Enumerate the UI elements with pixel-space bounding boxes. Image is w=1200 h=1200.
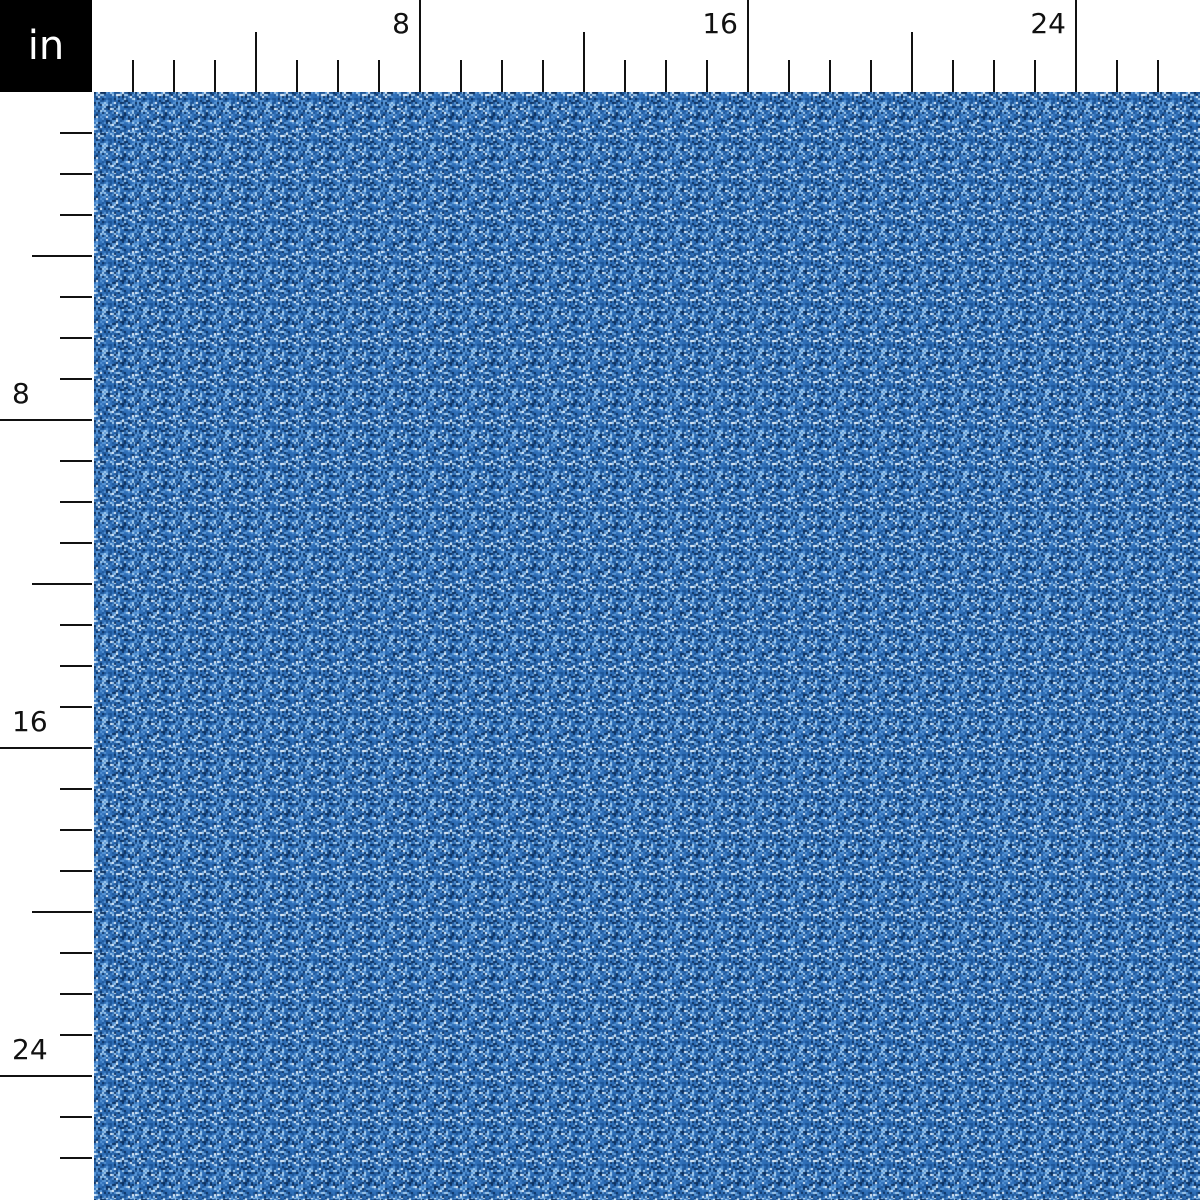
ruler-tick xyxy=(501,60,503,92)
ruler-tick xyxy=(60,993,92,995)
ruler-tick xyxy=(60,214,92,216)
ruler-tick xyxy=(60,501,92,503)
ruler-tick xyxy=(665,60,667,92)
ruler-tick xyxy=(60,173,92,175)
ruler-tick xyxy=(60,1157,92,1159)
ruler-tick xyxy=(337,60,339,92)
ruler-tick xyxy=(60,542,92,544)
ruler-tick xyxy=(60,829,92,831)
top-ruler-label: 8 xyxy=(392,7,410,40)
ruler-tick xyxy=(419,0,421,92)
ruler-tick xyxy=(952,60,954,92)
ruler-tick xyxy=(32,583,92,585)
ruler-tick xyxy=(0,747,92,749)
ruler-tick xyxy=(0,1075,92,1077)
top-ruler: 8 16 24 xyxy=(92,0,1200,92)
ruler-tick xyxy=(624,60,626,92)
left-ruler-label: 8 xyxy=(12,377,30,410)
ruler-tick xyxy=(173,60,175,92)
ruler-tick xyxy=(60,337,92,339)
ruler-tick xyxy=(829,60,831,92)
ruler-tick xyxy=(911,32,913,92)
fabric-swatch xyxy=(94,92,1200,1200)
ruler-tick xyxy=(993,60,995,92)
ruler-tick xyxy=(706,60,708,92)
ruler-tick xyxy=(1034,60,1036,92)
unit-label: in xyxy=(0,0,92,92)
ruler-tick xyxy=(542,60,544,92)
left-ruler: 8 16 24 xyxy=(0,92,92,1200)
ruler-tick xyxy=(32,255,92,257)
ruler-tick xyxy=(1116,60,1118,92)
ruler-tick xyxy=(60,665,92,667)
top-ruler-label: 24 xyxy=(1030,7,1066,40)
ruler-tick xyxy=(255,32,257,92)
ruler-tick xyxy=(60,378,92,380)
ruler-tick xyxy=(296,60,298,92)
top-ruler-label: 16 xyxy=(702,7,738,40)
ruler-tick xyxy=(583,32,585,92)
ruler-tick xyxy=(1075,0,1077,92)
ruler-tick xyxy=(132,60,134,92)
ruler-tick xyxy=(788,60,790,92)
ruler-tick xyxy=(60,706,92,708)
ruler-tick xyxy=(378,60,380,92)
ruler-tick xyxy=(1157,60,1159,92)
ruler-tick xyxy=(60,788,92,790)
ruler-tick xyxy=(747,0,749,92)
ruler-tick xyxy=(60,1116,92,1118)
ruler-tick xyxy=(60,132,92,134)
ruler-tick xyxy=(60,1034,92,1036)
ruler-tick xyxy=(0,419,92,421)
ruler-tick xyxy=(32,911,92,913)
left-ruler-label: 16 xyxy=(12,705,48,738)
ruler-tick xyxy=(870,60,872,92)
ruler-tick xyxy=(214,60,216,92)
ruler-tick xyxy=(460,60,462,92)
ruler-tick xyxy=(60,296,92,298)
ruler-tick xyxy=(60,460,92,462)
ruler-tick xyxy=(60,870,92,872)
left-ruler-label: 24 xyxy=(12,1033,48,1066)
ruler-tick xyxy=(60,952,92,954)
ruler-tick xyxy=(60,624,92,626)
